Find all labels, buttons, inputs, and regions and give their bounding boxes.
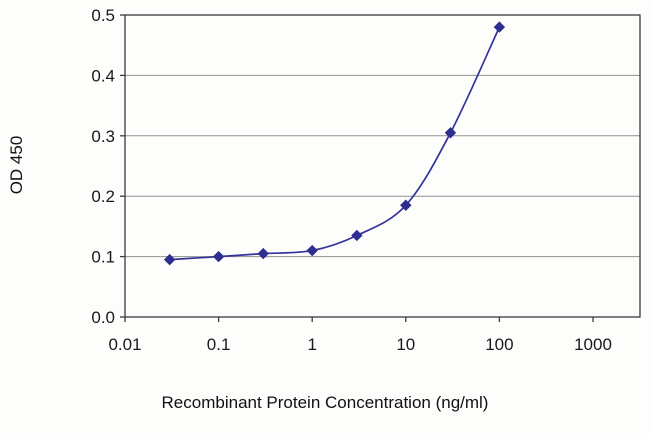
svg-text:0.0: 0.0 xyxy=(91,308,115,327)
svg-text:1000: 1000 xyxy=(574,335,612,354)
svg-text:0.3: 0.3 xyxy=(91,127,115,146)
svg-text:10: 10 xyxy=(396,335,415,354)
svg-text:0.1: 0.1 xyxy=(91,248,115,267)
svg-text:100: 100 xyxy=(485,335,513,354)
x-axis-title: Recombinant Protein Concentration (ng/ml… xyxy=(161,393,489,412)
y-axis-title: OD 450 xyxy=(7,135,26,195)
svg-text:0.1: 0.1 xyxy=(207,335,231,354)
svg-text:1: 1 xyxy=(307,335,316,354)
svg-text:0.2: 0.2 xyxy=(91,187,115,206)
svg-text:0.5: 0.5 xyxy=(91,6,115,25)
svg-text:0.4: 0.4 xyxy=(91,66,115,85)
svg-text:0.01: 0.01 xyxy=(108,335,141,354)
